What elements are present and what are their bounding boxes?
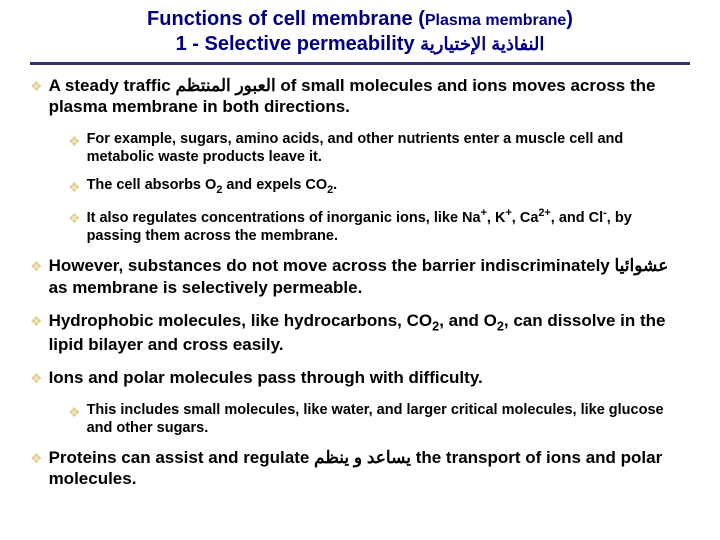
bullet-row: ❖ Ions and polar molecules pass through w… — [30, 367, 690, 388]
title-post: ) — [566, 8, 573, 30]
sub-bullet-row: ❖ The cell absorbs O2 and expels CO2. — [68, 176, 690, 197]
diamond-icon: ❖ — [30, 78, 43, 95]
bullet-text: Proteins can assist and regulate يساعد و… — [49, 447, 690, 490]
slide-page: Functions of cell membrane (Plasma membr… — [0, 0, 720, 509]
bullet-list: ❖ A steady traffic العبور المنتظم of smal… — [30, 75, 690, 489]
diamond-icon: ❖ — [68, 210, 81, 227]
bullet-text: Ions and polar molecules pass through wi… — [49, 367, 483, 388]
diamond-icon: ❖ — [30, 370, 43, 387]
subtitle-arabic: النفاذية الإختيارية — [420, 34, 544, 54]
subtitle-pre: 1 - Selective permeability — [176, 33, 421, 55]
diamond-icon: ❖ — [30, 313, 43, 330]
bullet-text: A steady traffic العبور المنتظم of small… — [49, 75, 690, 118]
title-small: Plasma membrane — [425, 12, 566, 29]
title-main: Functions of cell membrane (Plasma membr… — [30, 8, 690, 31]
bullet-row: ❖ A steady traffic العبور المنتظم of smal… — [30, 75, 690, 118]
bullet-text: It also regulates concentrations of inor… — [87, 207, 690, 245]
bullet-text: This includes small molecules, like wate… — [87, 401, 690, 437]
bullet-text: Hydrophobic molecules, like hydrocarbons… — [49, 310, 690, 356]
diamond-icon: ❖ — [68, 404, 81, 421]
bullet-row: ❖ However, substances do not move across … — [30, 255, 690, 298]
bullet-text: The cell absorbs O2 and expels CO2. — [87, 176, 338, 197]
diamond-icon: ❖ — [68, 133, 81, 150]
bullet-row: ❖ Proteins can assist and regulate يساعد … — [30, 447, 690, 490]
sub-bullet-row: ❖ This includes small molecules, like wat… — [68, 401, 690, 437]
diamond-icon: ❖ — [30, 450, 43, 467]
bullet-row: ❖ Hydrophobic molecules, like hydrocarbon… — [30, 310, 690, 356]
bullet-text: For example, sugars, amino acids, and ot… — [87, 130, 690, 166]
divider-line — [30, 62, 690, 65]
title-sub: 1 - Selective permeability النفاذية الإخ… — [30, 33, 690, 56]
title-block: Functions of cell membrane (Plasma membr… — [30, 8, 690, 56]
sub-bullet-row: ❖ It also regulates concentrations of ino… — [68, 207, 690, 245]
bullet-text: However, substances do not move across t… — [49, 255, 690, 298]
title-pre: Functions of cell membrane ( — [147, 8, 425, 30]
diamond-icon: ❖ — [68, 179, 81, 196]
diamond-icon: ❖ — [30, 258, 43, 275]
sub-bullet-row: ❖ For example, sugars, amino acids, and o… — [68, 130, 690, 166]
